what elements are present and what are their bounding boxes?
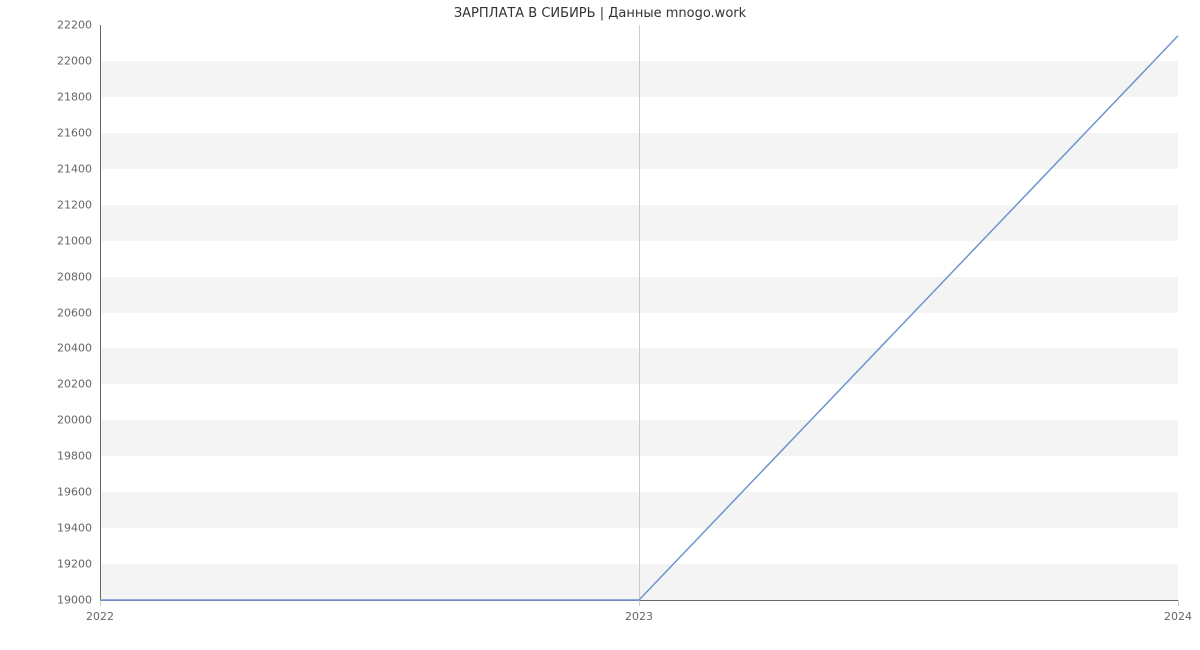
series-layer: [100, 25, 1178, 600]
y-tick-label: 22000: [32, 54, 92, 67]
y-tick-label: 20600: [32, 306, 92, 319]
plot-area: 1900019200194001960019800200002020020400…: [100, 25, 1178, 600]
x-tick-label: 2023: [625, 610, 653, 623]
x-tick-label: 2024: [1164, 610, 1192, 623]
y-tick-label: 21400: [32, 162, 92, 175]
y-tick-label: 20400: [32, 342, 92, 355]
x-tick-mark: [639, 600, 640, 606]
y-tick-label: 19800: [32, 450, 92, 463]
chart-container: ЗАРПЛАТА В СИБИРЬ | Данные mnogo.work 19…: [0, 0, 1200, 650]
y-tick-label: 19000: [32, 594, 92, 607]
y-tick-label: 22200: [32, 19, 92, 32]
y-tick-label: 20200: [32, 378, 92, 391]
x-tick-mark: [1178, 600, 1179, 606]
y-tick-label: 20000: [32, 414, 92, 427]
y-tick-label: 21200: [32, 198, 92, 211]
y-tick-label: 20800: [32, 270, 92, 283]
y-tick-label: 21600: [32, 126, 92, 139]
y-tick-label: 19200: [32, 558, 92, 571]
y-tick-label: 21800: [32, 90, 92, 103]
y-tick-label: 19600: [32, 486, 92, 499]
x-tick-label: 2022: [86, 610, 114, 623]
y-tick-label: 21000: [32, 234, 92, 247]
chart-title: ЗАРПЛАТА В СИБИРЬ | Данные mnogo.work: [0, 6, 1200, 21]
x-tick-mark: [100, 600, 101, 606]
y-tick-label: 19400: [32, 522, 92, 535]
series-salary: [100, 36, 1178, 600]
